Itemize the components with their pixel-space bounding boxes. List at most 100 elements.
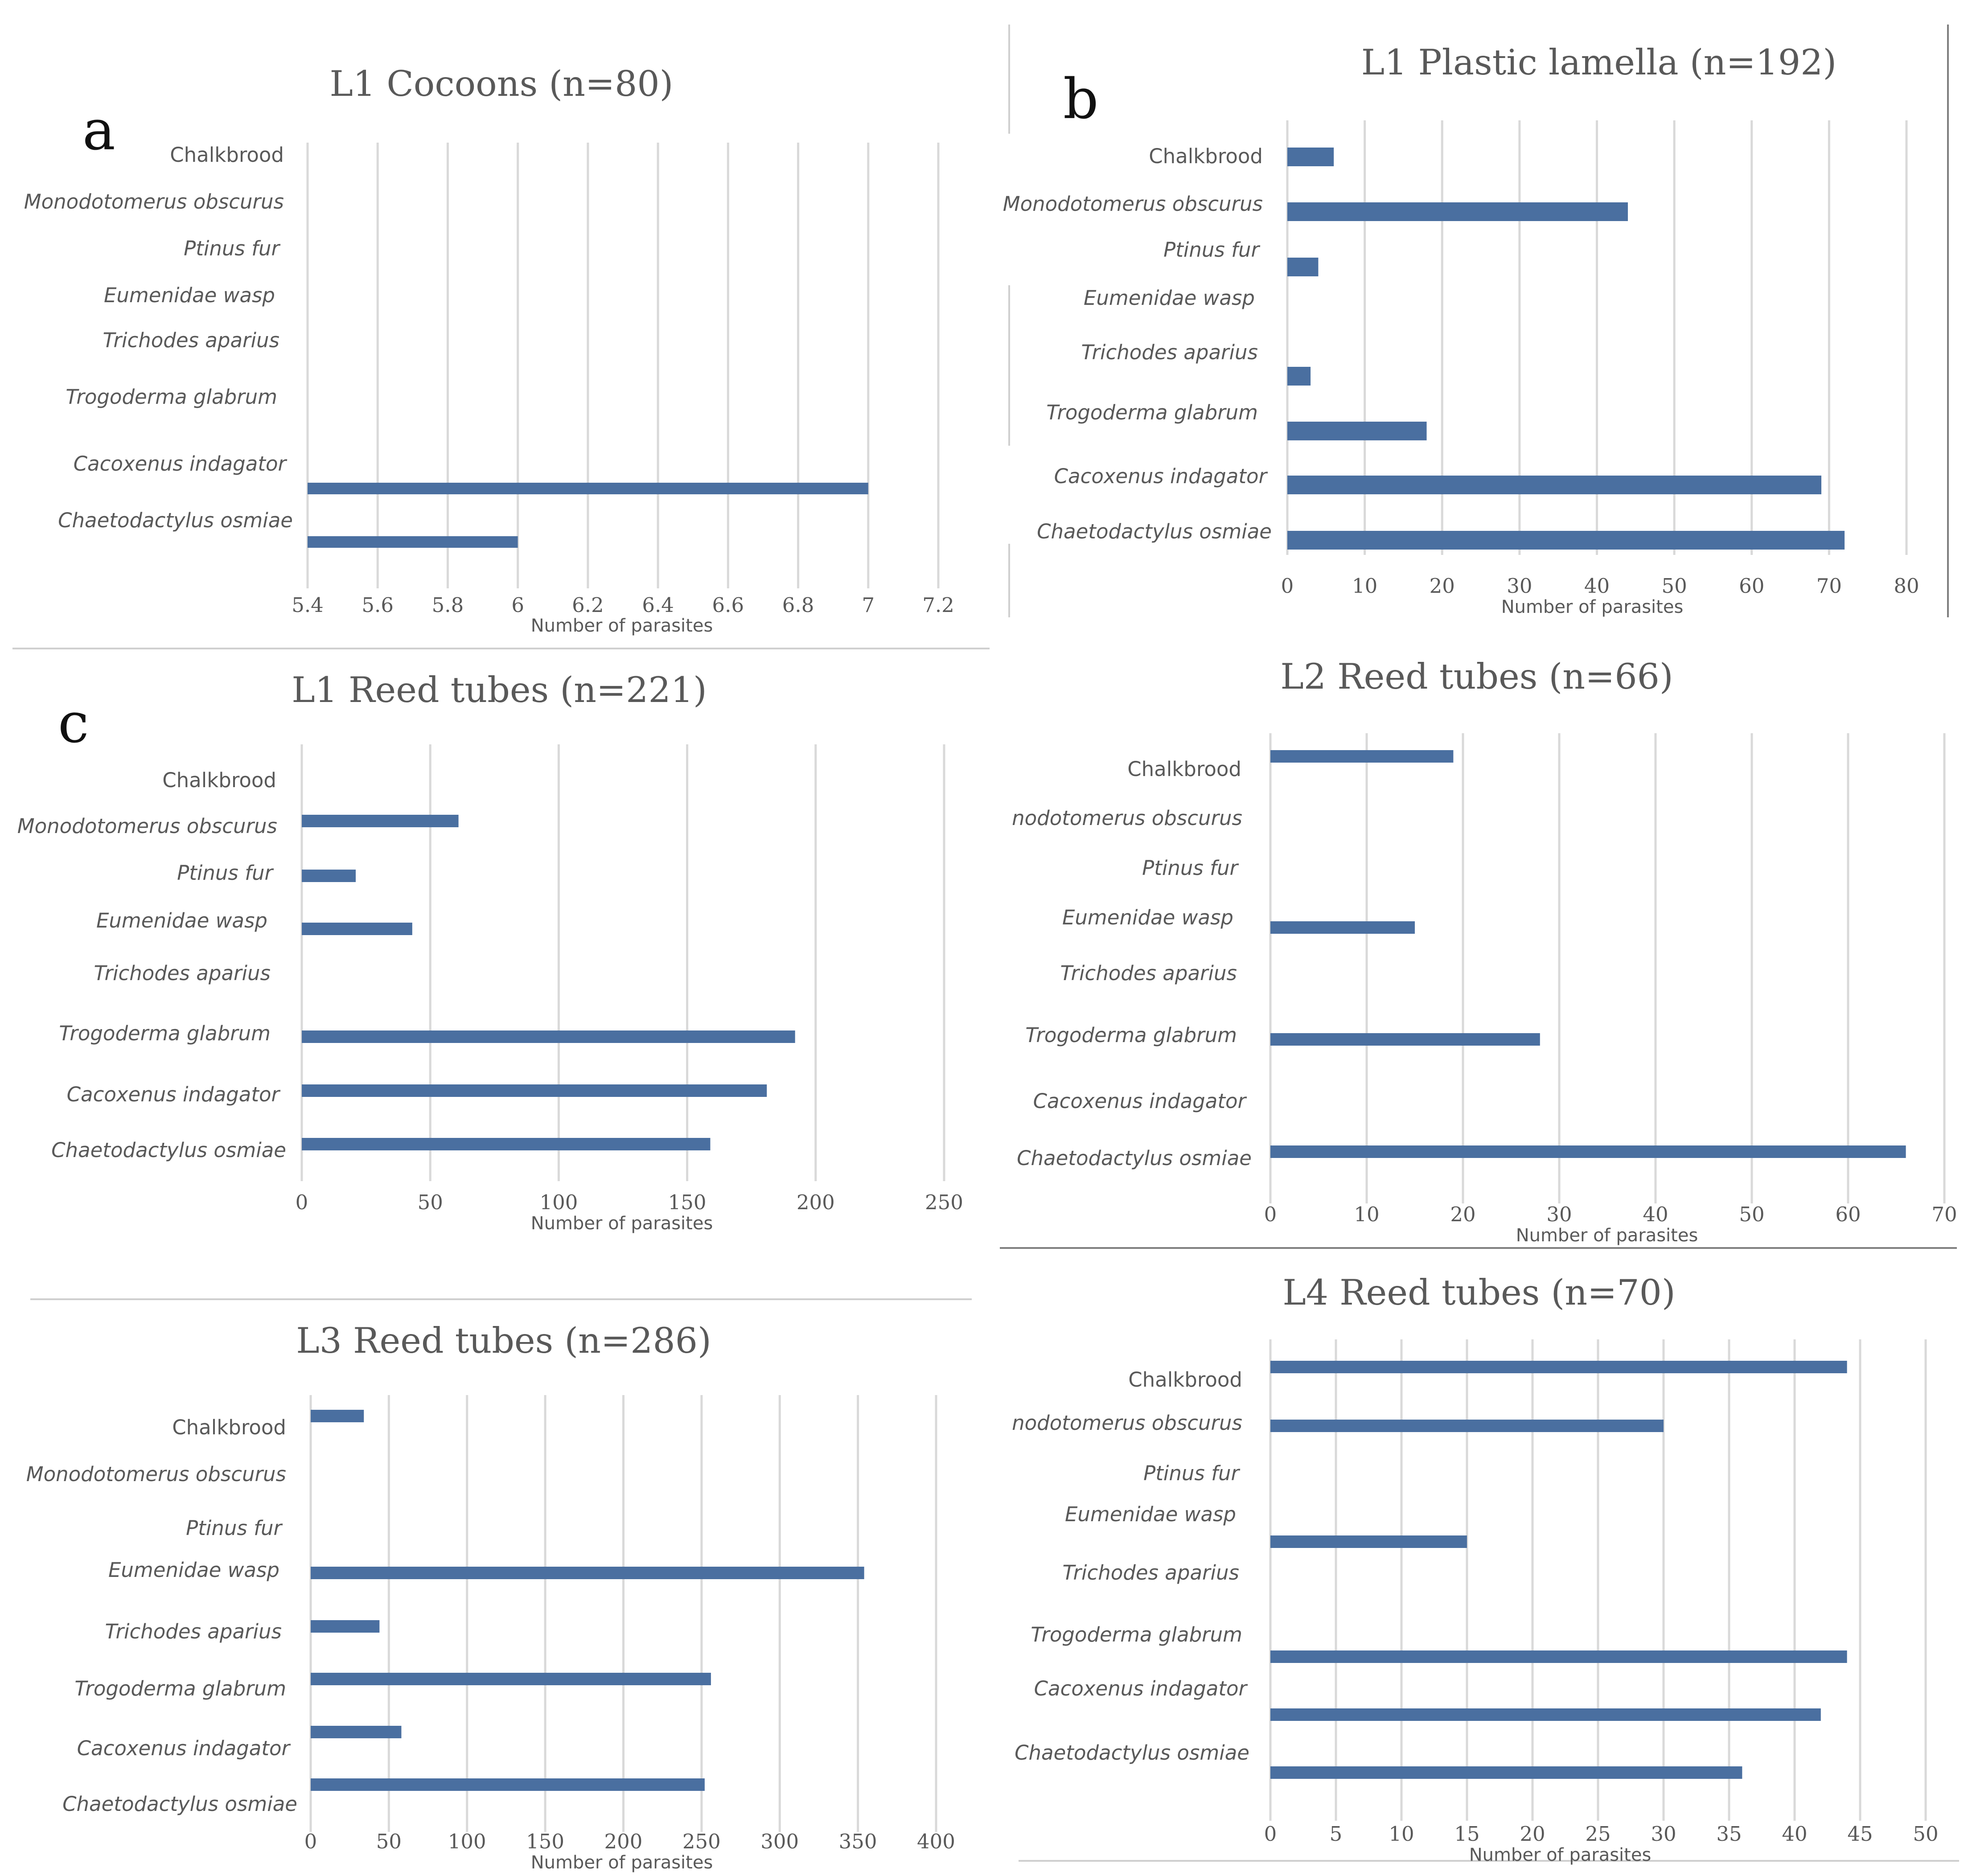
x-tick-label: 0 [1281,574,1294,598]
bar [1287,531,1845,550]
x-tick-label: 40 [1643,1203,1668,1226]
x-axis-label: Number of parasites [531,1852,713,1873]
panel-letter-a: a [82,99,115,163]
x-tick-label: 50 [1913,1822,1938,1846]
chart-title: L1 Reed tubes (n=221) [292,669,707,710]
category-label: Cacoxenus indagator [77,1736,291,1760]
category-label: Chalkbrood [162,768,276,792]
x-tick-label: 200 [797,1190,835,1214]
x-tick-label: 5.4 [292,593,324,617]
x-tick-label: 250 [682,1830,721,1853]
x-tick-label: 6.6 [712,593,744,617]
x-tick-label: 20 [1450,1203,1475,1226]
category-label: Trichodes aparius [1081,341,1258,364]
bar [311,1620,380,1633]
panel-letter-c: c [58,691,89,755]
chart-lamella-l1: L1 Plastic lamella (n=192) 0 10 20 30 40 50 60 7… [1003,42,1919,617]
x-tick-label: 35 [1716,1822,1742,1846]
bar [1287,258,1319,276]
x-tick-label: 50 [1661,574,1687,598]
x-tick-label: 6.4 [642,593,674,617]
x-tick-label: 50 [1739,1203,1764,1226]
x-tick-label: 150 [668,1190,707,1214]
category-label: Monodotomerus obscurus [17,814,277,838]
bar [308,483,868,494]
x-tick-label: 6.2 [572,593,604,617]
category-label: Trogoderma glabrum [74,1677,286,1700]
x-tick-label: 300 [760,1830,799,1853]
panel-letter-b: b [1063,67,1098,131]
category-label: Trichodes aparius [105,1620,282,1643]
chart-title: L4 Reed tubes (n=70) [1282,1272,1675,1313]
x-tick-label: 7.2 [922,593,954,617]
bar [1287,202,1628,221]
bar [1270,1535,1467,1548]
bar [1287,476,1822,494]
x-tick-label: 60 [1739,574,1764,598]
category-label: Cacoxenus indagator [1034,1677,1248,1700]
bar [308,536,518,548]
x-tick-label: 150 [526,1830,564,1853]
category-label: Chaetodactylus osmiae [1015,1741,1249,1765]
chart-reed-l3: L3 Reed tubes (n=286) 0 50 100 150 200 250 300 3… [26,1320,955,1873]
category-label: Chalkbrood [172,1416,286,1439]
category-label: nodotomerus obscurus [1012,1411,1242,1435]
bar [1270,1420,1664,1432]
bar [1270,1766,1742,1779]
bar [311,1778,705,1791]
category-label: Chalkbrood [1127,757,1241,781]
category-label: Chaetodactylus osmiae [51,1138,286,1162]
x-tick-label: 50 [418,1190,443,1214]
category-label: Trichodes aparius [1060,961,1237,985]
category-label: Eumenidae wasp [96,909,267,932]
category-label: Trogoderma glabrum [1025,1023,1237,1047]
x-tick-label: 0 [1264,1822,1277,1846]
x-tick-label: 250 [925,1190,963,1214]
x-tick-label: 0 [304,1830,317,1853]
bar [302,1138,711,1150]
bar [1270,921,1415,934]
x-tick-label: 80 [1894,574,1919,598]
bar [1270,1361,1847,1373]
category-label: Trogoderma glabrum [1046,401,1258,424]
x-tick-label: 7 [862,593,875,617]
chart-reed-l4: L4 Reed tubes (n=70) 0 5 10 15 20 25 30 35 40 45 50… [1012,1272,1939,1865]
x-tick-label: 6.8 [782,593,814,617]
category-label: Ptinus fur [1163,238,1260,262]
x-tick-label: 45 [1847,1822,1873,1846]
category-label: Trichodes aparius [103,328,279,352]
category-label: Eumenidae wasp [1084,286,1255,310]
category-label: Ptinus fur [1143,1461,1240,1485]
category-label: Trichodes aparius [94,961,271,985]
x-tick-label: 400 [917,1830,955,1853]
category-label: Ptinus fur [1142,856,1239,880]
category-label: nodotomerus obscurus [1012,806,1242,830]
x-tick-label: 5.6 [362,593,394,617]
x-tick-label: 5.8 [432,593,464,617]
x-tick-label: 20 [1430,574,1455,598]
x-tick-label: 70 [1931,1203,1957,1226]
category-label: Chaetodactylus osmiae [58,509,293,532]
category-label: Cacoxenus indagator [1033,1089,1247,1113]
category-label: Chaetodactylus osmiae [1017,1146,1252,1170]
category-label: Chaetodactylus osmiae [62,1792,297,1816]
x-tick-label: 0 [1264,1203,1277,1226]
bar [1287,148,1334,166]
category-label: Trogoderma glabrum [59,1022,271,1045]
bar [302,923,412,935]
bar [1287,367,1311,386]
x-axis-label: Number of parasites [1516,1225,1698,1246]
x-tick-label: 0 [296,1190,308,1214]
bar [311,1567,864,1579]
category-label: Cacoxenus indagator [1054,464,1268,488]
bar [311,1673,711,1685]
bar [1270,1033,1540,1046]
x-tick-label: 40 [1584,574,1610,598]
bar [1270,1145,1906,1158]
category-label: Chaetodactylus osmiae [1037,520,1272,543]
category-label: Eumenidae wasp [1065,1502,1236,1526]
bar [1270,750,1454,763]
category-label: Trogoderma glabrum [66,385,277,409]
